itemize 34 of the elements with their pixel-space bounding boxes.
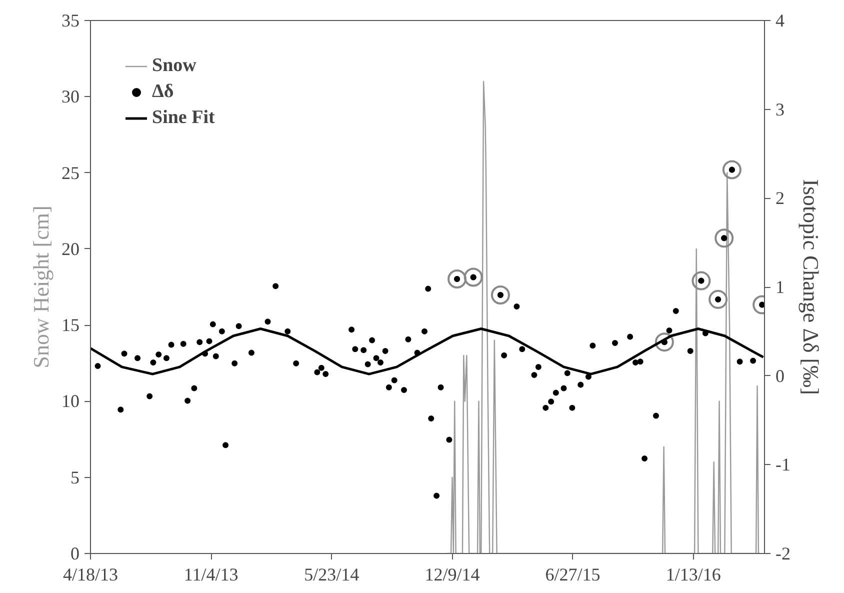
x-tick-label: 12/9/14 [424,564,480,584]
legend-label: Snow [152,55,196,77]
y-tick-label: 30 [62,86,80,107]
point [692,271,711,290]
y-tick-label: 20 [62,238,80,259]
y2-tick-label: -1 [776,454,790,475]
y-tick-label: 0 [70,544,80,564]
point [722,160,742,180]
x-tick-label: 11/4/13 [184,564,238,584]
point [464,268,483,287]
x-tick-label: 6/27/15 [545,564,600,584]
x-tick-label: 1/13/16 [666,564,721,584]
y-tick-label: 15 [62,315,80,336]
y2-tick-label: 0 [776,366,784,386]
y2-tick-label: 4 [776,10,784,30]
point [654,332,674,352]
y2-tick-label: 1 [776,277,784,297]
y2-axis-title: Isotopic Change Δδ [‰] [798,179,824,395]
y-tick-label: 10 [62,391,80,412]
point [490,286,510,304]
y2-tick-label: 2 [776,188,784,208]
y-tick-label: 35 [62,10,80,30]
x-tick-label: 5/23/14 [304,564,360,584]
y-tick-label: 5 [70,467,80,488]
y-tick-label: 25 [62,162,80,183]
y-axis-title: Snow Height [cm] [28,206,54,368]
point [714,228,734,248]
y2-tick-label: 3 [776,99,784,120]
legend-label: Δδ [152,81,174,103]
point [448,270,467,288]
legend-label: Sine Fit [152,107,215,129]
x-tick-label: 4/18/13 [63,564,118,584]
point [708,290,728,309]
y2-tick-label: -2 [776,544,790,564]
